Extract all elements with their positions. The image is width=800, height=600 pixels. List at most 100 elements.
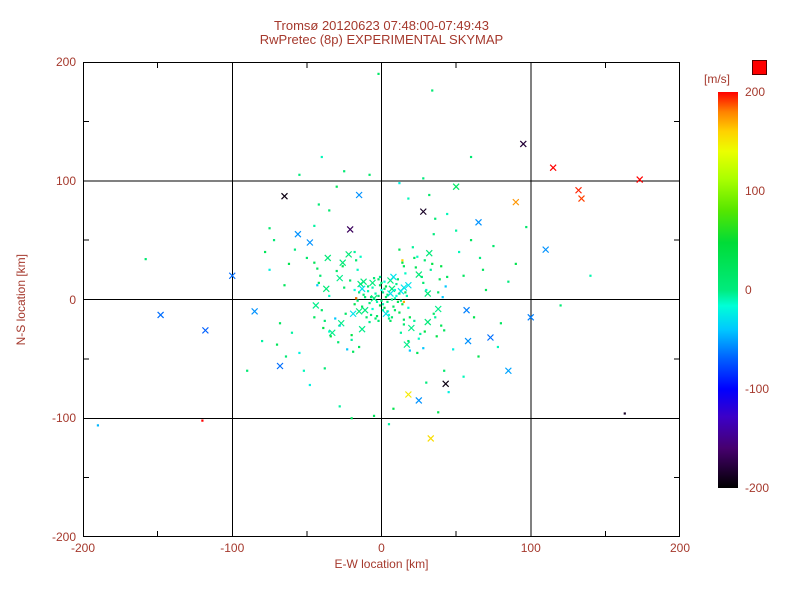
scatter-point-dot [272, 239, 276, 242]
scatter-point-dot [402, 323, 405, 326]
scatter-point-x [452, 183, 460, 191]
y-tick-label: 0 [69, 292, 76, 307]
scatter-point-x [404, 281, 412, 289]
scatter-point-dot [447, 391, 450, 394]
colorbar-units-label: [m/s] [704, 72, 730, 86]
scatter-point-dot [380, 299, 383, 302]
scatter-point-dot [423, 259, 426, 262]
scatter-point-dot [335, 269, 338, 273]
scatter-point-x [519, 140, 527, 148]
scatter-point-x [345, 250, 353, 258]
scatter-point-dot [413, 256, 416, 260]
scatter-point-dot [395, 282, 398, 286]
scatter-point-x [346, 226, 354, 233]
scatter-point-dot [396, 300, 400, 303]
scatter-point-x [358, 325, 366, 333]
colorbar-overflow-swatch [752, 60, 767, 75]
scatter-point-dot [302, 369, 305, 372]
scatter-point-dot [305, 256, 308, 260]
scatter-point-dot [298, 173, 301, 176]
scatter-point-dot [319, 274, 322, 277]
scatter-point-dot [440, 265, 443, 268]
scatter-point-dot [317, 281, 320, 284]
scatter-point-dot [432, 233, 435, 236]
scatter-point-dot [377, 72, 380, 75]
scatter-point-dot [365, 316, 368, 319]
scatter-point-x [201, 326, 209, 334]
colorbar-tick-label: -200 [745, 481, 770, 495]
scatter-point-dot [369, 313, 373, 317]
scatter-point-dot [393, 288, 397, 292]
scatter-point-dot [268, 268, 271, 271]
scatter-point-dot [446, 212, 449, 216]
scatter-point-dot [402, 265, 405, 268]
scatter-point-dot [481, 268, 485, 271]
scatter-point-dot [422, 281, 425, 284]
scatter-point-dot [287, 262, 291, 265]
scatter-point-dot [393, 309, 397, 312]
scatter-point-dot [349, 279, 352, 282]
scatter-point-dot [402, 318, 405, 321]
scatter-point-x [424, 318, 432, 326]
scatter-point-dot [384, 296, 388, 299]
scatter-point-dot [393, 297, 397, 300]
scatter-point-dot [419, 332, 422, 336]
scatter-point-x [575, 186, 582, 194]
scatter-point-dot [201, 419, 204, 422]
scatter-point-dot [381, 303, 385, 306]
scatter-point-dot [352, 350, 355, 353]
scatter-point-dot [360, 305, 364, 308]
scatter-point-dot [398, 182, 401, 185]
scatter-point-x [336, 274, 344, 282]
scatter-point-dot [278, 322, 282, 325]
scatter-point-dot [323, 367, 326, 370]
scatter-point-dot [589, 274, 592, 277]
scatter-point-x [349, 310, 357, 318]
scatter-point-dot [368, 320, 371, 324]
scatter-point-dot [416, 255, 419, 258]
scatter-point-dot [399, 299, 403, 302]
scatter-point-dot [425, 288, 428, 292]
scatter-point-dot [275, 343, 279, 346]
scatter-point-dot [350, 338, 353, 341]
scatter-point-dot [440, 324, 443, 327]
scatter-point-dot [398, 292, 401, 295]
scatter-point-dot [425, 381, 428, 384]
scatter-point-x [276, 362, 284, 370]
scatter-point-x [415, 397, 423, 404]
scatter-point-x [527, 313, 535, 321]
scatter-point-x [425, 249, 433, 257]
scatter-point-dot [484, 288, 488, 292]
y-tick-label: 100 [55, 173, 76, 188]
scatter-point-dot [401, 261, 404, 264]
scatter-point-dot [366, 285, 370, 288]
scatter-point-dot [402, 300, 405, 303]
scatter-point-x [294, 230, 302, 238]
scatter-point-dot [313, 224, 316, 227]
x-axis-label: E-W location [km] [334, 557, 429, 571]
scatter-point-dot [499, 322, 502, 325]
colorbar-tick-label: 100 [745, 184, 766, 198]
scatter-point-dot [358, 345, 361, 349]
scatter-point-dot [372, 277, 376, 280]
scatter-point-dot [416, 351, 419, 355]
scatter-point-dot [444, 285, 447, 288]
scatter-point-dot [429, 268, 432, 271]
scatter-point-x [306, 239, 314, 246]
scatter-point-dot [381, 309, 385, 312]
scatter-point-dot [525, 225, 528, 229]
scatter-point-x [415, 271, 423, 278]
scatter-point-dot [408, 349, 411, 352]
scatter-point-dot [559, 304, 562, 307]
scatter-point-dot [368, 173, 371, 176]
scatter-point-dot [396, 278, 400, 281]
scatter-point-dot [423, 330, 426, 333]
scatter-point-dot [434, 316, 437, 319]
scatter-point-dot [371, 307, 374, 311]
scatter-point-dot [386, 310, 389, 313]
scatter-point-dot [437, 411, 440, 414]
scatter-point-dot [472, 316, 476, 319]
scatter-point-dot [492, 244, 495, 248]
scatter-point-dot [350, 417, 353, 420]
scatter-point-dot [458, 250, 461, 254]
